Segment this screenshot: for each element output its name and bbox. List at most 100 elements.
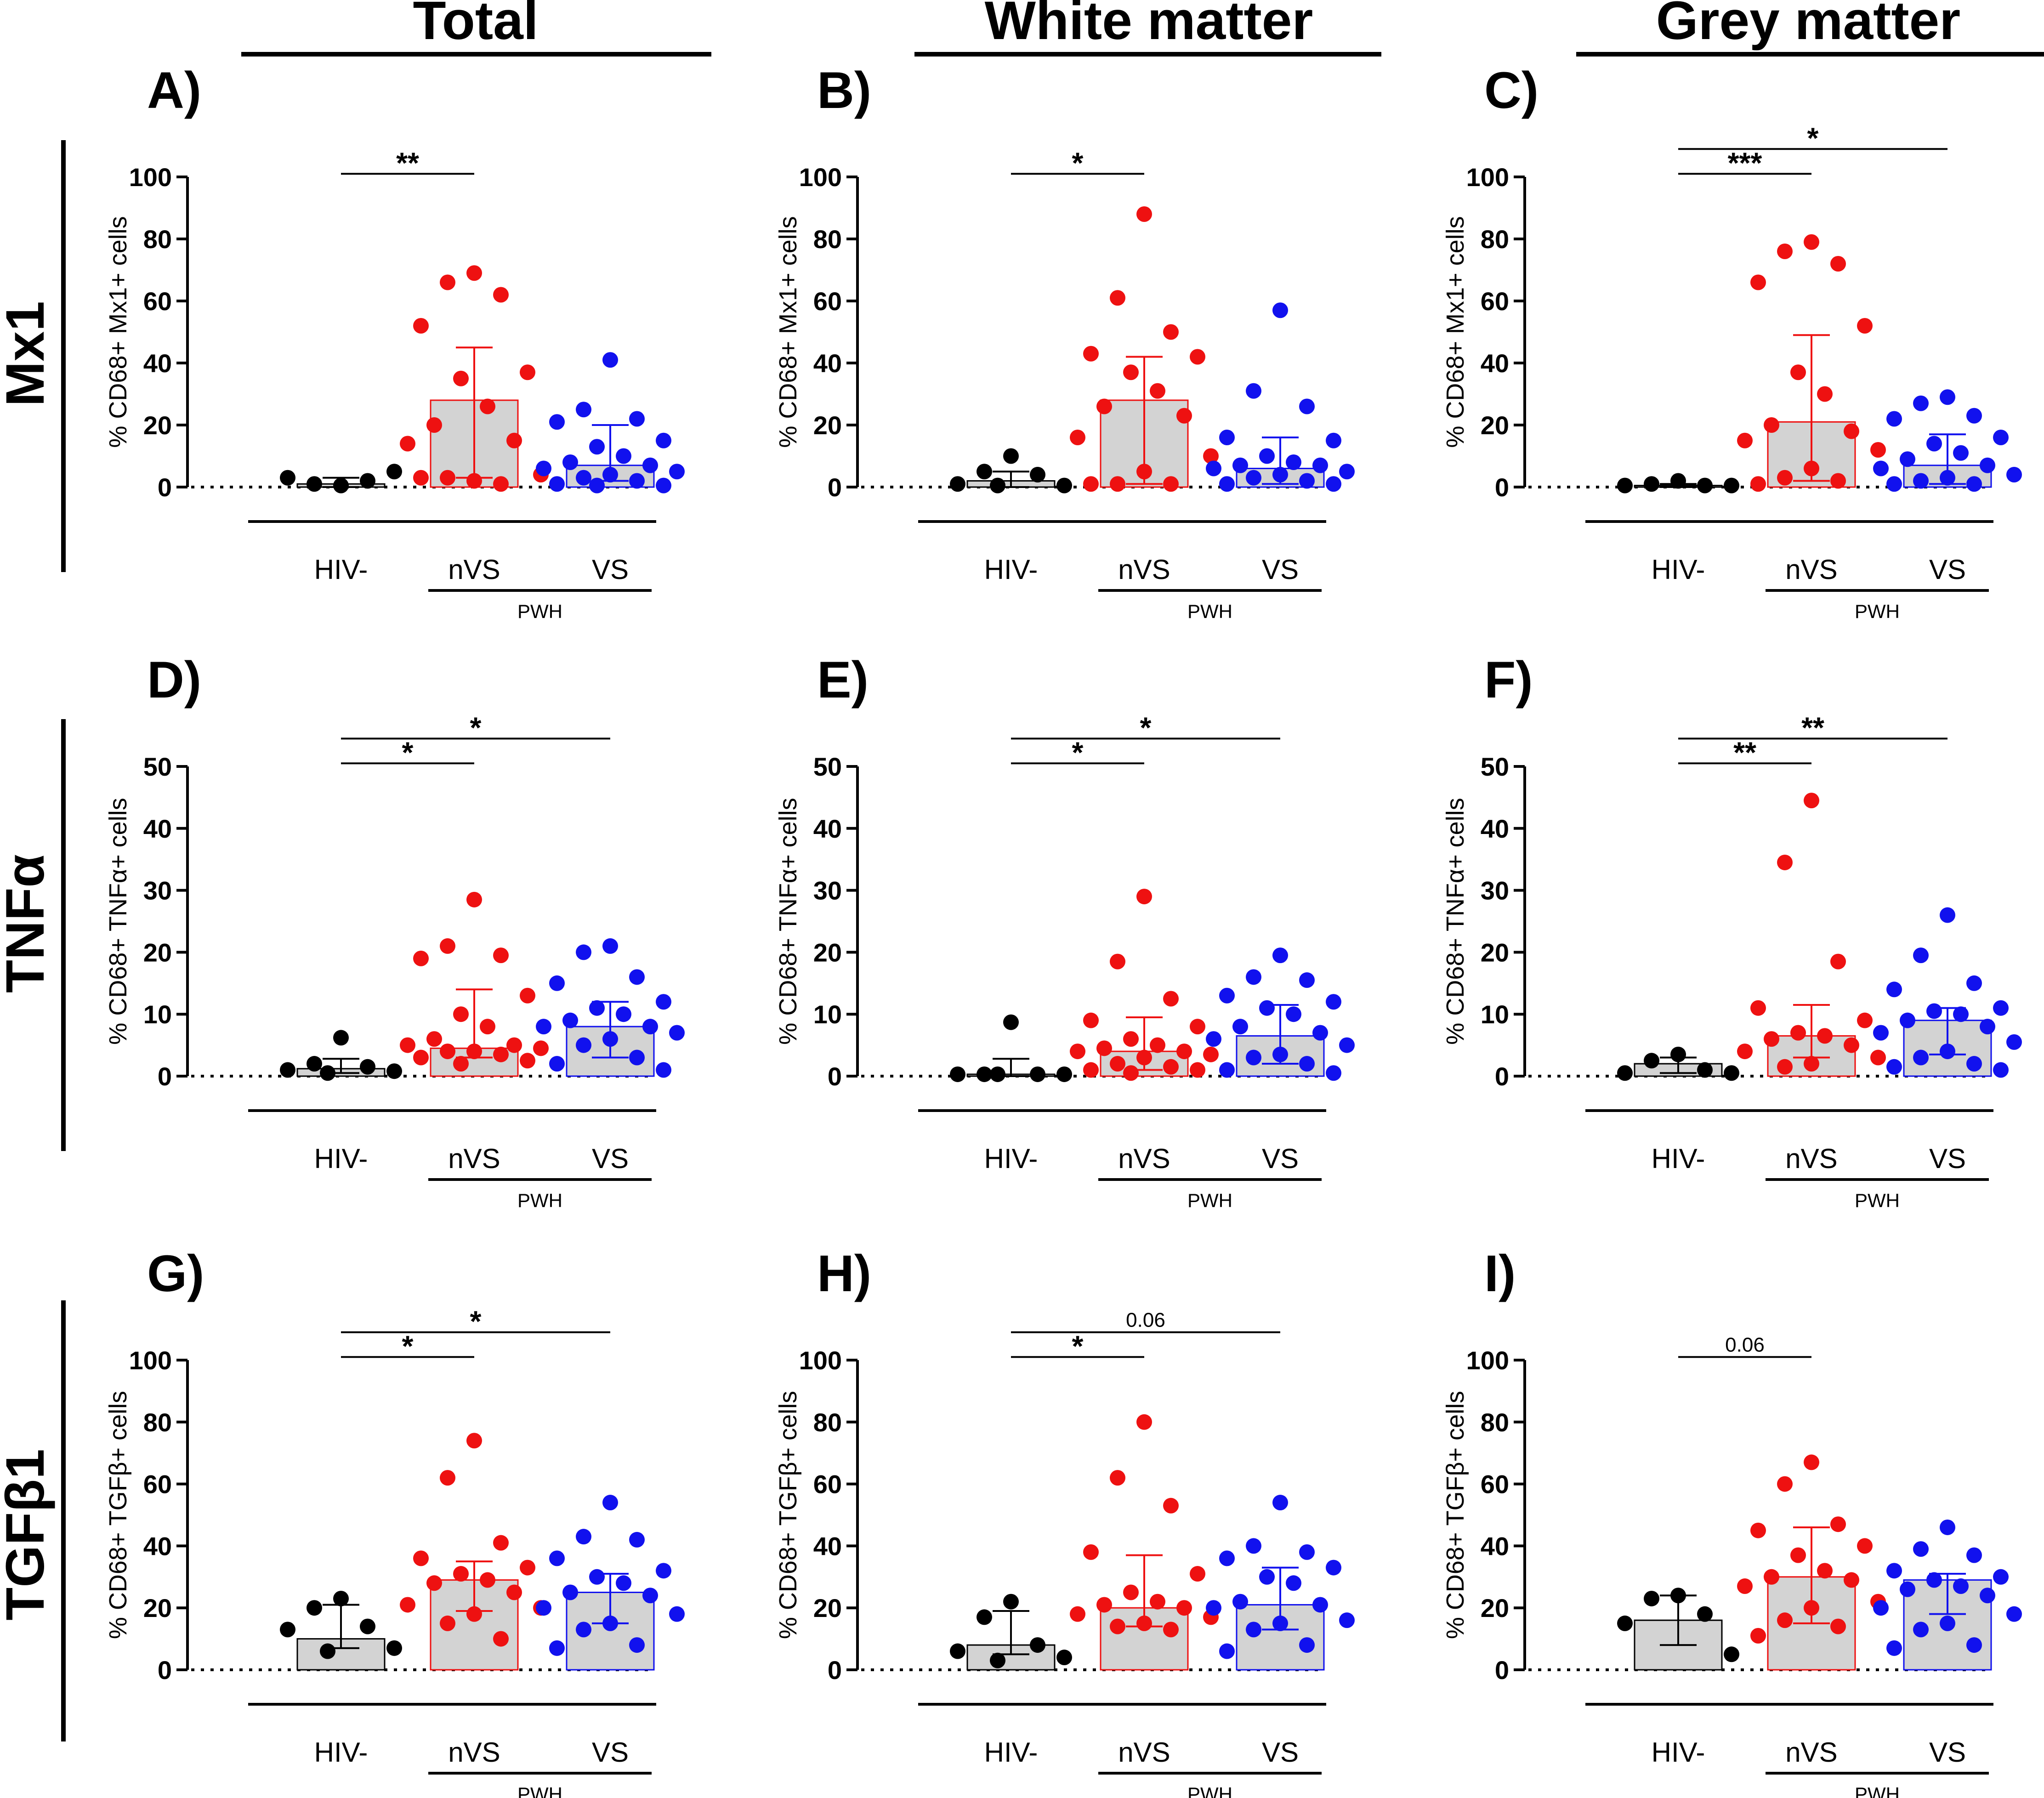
data-point — [1176, 1044, 1192, 1060]
y-tick-label: 40 — [143, 1531, 172, 1560]
data-point — [656, 994, 671, 1010]
row-header-tgfb1: TGFβ1 — [0, 1300, 66, 1741]
y-tick-label: 60 — [813, 287, 842, 316]
data-point — [629, 411, 645, 427]
data-point — [1083, 346, 1099, 362]
y-tick-label: 0 — [1495, 1062, 1509, 1091]
data-point — [413, 950, 429, 966]
data-point — [1940, 1044, 1955, 1060]
y-axis-title: % CD68+ TNFα+ cells — [104, 798, 132, 1044]
panel-a: A) % CD68+ Mx1+ cells 0 20 40 60 80 100 HIV-nVS V… — [104, 62, 685, 622]
column-title-total: Total — [413, 0, 538, 51]
y-tick-label: 20 — [143, 938, 172, 967]
data-point — [1913, 1622, 1929, 1638]
data-point — [466, 1044, 482, 1060]
data-point — [977, 464, 992, 480]
data-point — [1123, 364, 1139, 380]
data-point — [1953, 1006, 1969, 1022]
data-point — [493, 947, 509, 964]
data-point — [1259, 1000, 1275, 1016]
data-point — [1123, 1031, 1139, 1047]
data-point — [1136, 464, 1152, 480]
significance-label: ** — [396, 146, 419, 179]
series-vs — [1206, 1495, 1355, 1671]
data-point — [1219, 1550, 1235, 1566]
data-point — [1163, 1497, 1179, 1514]
data-point — [1913, 947, 1929, 964]
x-tick-label-vs: VS — [592, 1143, 629, 1174]
significance-label: ** — [1801, 711, 1824, 744]
data-point — [1750, 1522, 1766, 1538]
data-point — [1110, 1056, 1125, 1072]
significance-label: *** — [1728, 146, 1762, 179]
row-title-tnfa: TNFα — [0, 854, 56, 993]
data-point — [1857, 1538, 1873, 1554]
panel-label: G) — [147, 1245, 204, 1302]
data-point — [1326, 994, 1341, 1010]
x-tick-label-hiv: HIV- — [984, 1737, 1038, 1768]
data-point — [1206, 460, 1221, 476]
data-point — [1830, 1516, 1846, 1532]
data-point — [1163, 1622, 1179, 1638]
panel-label: E) — [817, 651, 869, 709]
data-point — [1246, 470, 1261, 486]
data-point — [1176, 408, 1192, 424]
data-point — [1750, 476, 1766, 492]
data-point — [333, 1590, 349, 1606]
data-point — [1299, 1544, 1315, 1560]
y-axis-title: % CD68+ TGFβ+ cells — [774, 1391, 802, 1639]
data-point — [1136, 206, 1152, 222]
x-tick-label-vs: VS — [1262, 554, 1299, 585]
data-point — [493, 1535, 509, 1551]
data-point — [1163, 476, 1179, 492]
data-point — [440, 938, 455, 954]
data-point — [307, 1600, 322, 1616]
data-point — [1272, 1046, 1288, 1062]
data-point — [576, 1622, 591, 1638]
data-point — [1993, 1062, 2009, 1078]
data-point — [1203, 448, 1219, 464]
data-point — [1926, 1572, 1942, 1588]
data-point — [1873, 460, 1889, 476]
y-tick-label: 80 — [813, 1408, 842, 1437]
data-point — [1777, 470, 1793, 486]
data-point — [440, 470, 455, 486]
data-point — [1913, 473, 1929, 489]
column-header-total: Total — [241, 0, 711, 57]
data-point — [1326, 432, 1341, 448]
data-point — [1272, 1615, 1288, 1631]
series-hiv — [280, 1030, 402, 1081]
data-point — [333, 477, 349, 493]
data-point — [506, 432, 522, 448]
data-point — [1777, 1612, 1793, 1628]
data-point — [549, 1640, 565, 1656]
series-nvs — [400, 891, 549, 1077]
y-tick-label: 10 — [813, 1000, 842, 1029]
data-point — [1844, 1572, 1859, 1588]
data-point — [1259, 448, 1275, 464]
data-point — [1750, 1628, 1766, 1644]
data-point — [602, 1031, 618, 1047]
data-point — [1030, 1066, 1045, 1082]
data-point — [1790, 364, 1806, 380]
series-hiv — [1617, 1046, 1739, 1081]
data-point — [549, 1056, 565, 1072]
y-axis-title: % CD68+ TNFα+ cells — [1442, 798, 1469, 1044]
data-point — [1764, 1569, 1779, 1585]
data-point — [1873, 1025, 1889, 1041]
data-point — [1966, 1547, 1982, 1563]
data-point — [520, 1560, 535, 1576]
data-point — [1817, 1563, 1833, 1579]
series-hiv — [950, 1594, 1072, 1671]
y-tick-label: 40 — [1481, 349, 1509, 378]
data-point — [1724, 477, 1739, 493]
data-point — [1259, 1569, 1275, 1585]
x-tick-label-vs: VS — [1262, 1143, 1299, 1174]
data-point — [1777, 854, 1793, 870]
series-nvs — [1070, 1414, 1219, 1671]
data-point — [1190, 1566, 1205, 1582]
data-point — [413, 318, 429, 334]
data-point — [480, 1019, 495, 1035]
panel-b: B) % CD68+ Mx1+ cells 0 20 40 60 80 100 HIV-nVS V… — [774, 62, 1355, 622]
data-point — [1940, 1615, 1955, 1631]
